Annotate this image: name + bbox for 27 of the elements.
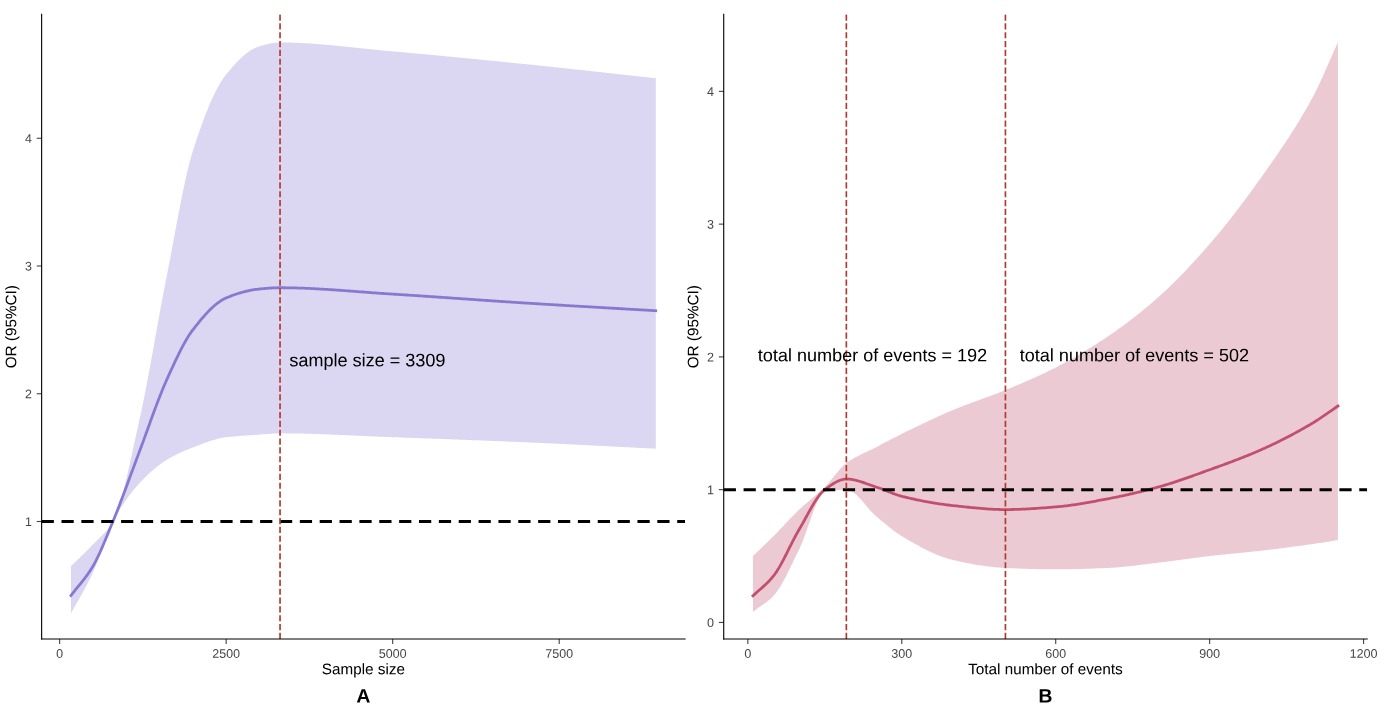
- x-tick-label: 7500: [545, 649, 573, 658]
- annotation: total number of events = 192: [758, 348, 987, 362]
- x-axis-title: Sample size: [322, 663, 405, 678]
- x-axis-title: Total number of events: [968, 663, 1123, 675]
- x-tick-label: 0: [744, 649, 751, 658]
- annotation: total number of events = 502: [1019, 348, 1249, 362]
- y-tick-label: 0: [707, 618, 714, 628]
- x-tick-label: 2500: [212, 649, 240, 658]
- y-tick-label: 2: [25, 389, 32, 399]
- y-tick-label: 3: [25, 261, 32, 271]
- x-tick-label: 300: [891, 649, 912, 658]
- y-axis-title: OR (95%CI): [687, 286, 702, 368]
- y-tick-label: 4: [707, 87, 714, 96]
- x-tick-label: 1200: [1350, 649, 1377, 658]
- x-tick-label: 600: [1045, 649, 1066, 658]
- x-tick-label: 5000: [379, 649, 407, 658]
- y-tick-label: 4: [25, 134, 32, 143]
- annotation: sample size = 3309: [289, 353, 445, 371]
- y-axis-title: OR (95%CI): [5, 286, 20, 368]
- y-tick-label: 3: [707, 219, 714, 229]
- x-tick-label: 900: [1199, 649, 1220, 658]
- y-tick-label: 2: [707, 352, 714, 362]
- text: A: [356, 689, 370, 703]
- y-tick-label: 1: [707, 485, 714, 495]
- text: B: [1039, 689, 1052, 703]
- x-tick-label: 0: [56, 649, 63, 658]
- y-tick-label: 1: [25, 517, 32, 527]
